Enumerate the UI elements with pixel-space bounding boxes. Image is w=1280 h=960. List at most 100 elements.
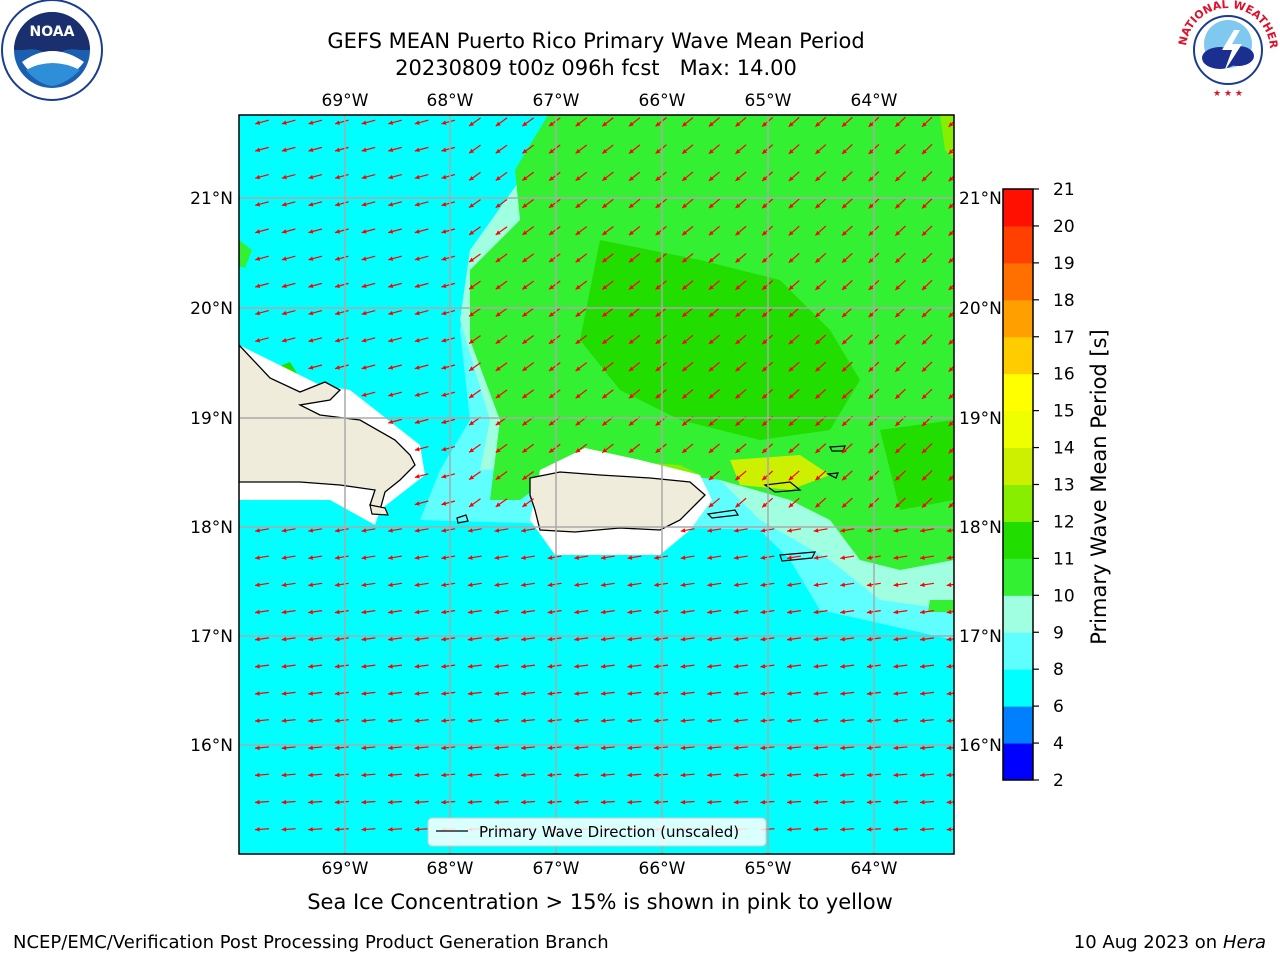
colorbar-segment	[1003, 743, 1033, 781]
wave-arrow	[655, 307, 667, 318]
wave-arrow	[628, 334, 641, 345]
wave-arrow	[521, 334, 535, 345]
colorbar-segment	[1003, 669, 1033, 707]
wave-arrow	[894, 497, 906, 509]
wave-arrow	[574, 664, 589, 669]
wave-arrow	[548, 117, 561, 127]
wave-arrow	[733, 636, 748, 642]
wave-arrow	[334, 664, 349, 669]
wave-arrow	[575, 362, 588, 372]
wave-arrow	[495, 307, 508, 317]
wave-arrow	[387, 609, 403, 615]
wave-arrow	[841, 443, 853, 454]
wave-arrow	[840, 528, 855, 533]
wave-arrow	[707, 528, 722, 533]
wave-arrow	[361, 772, 376, 778]
wave-arrow	[681, 171, 694, 182]
wave-arrow	[254, 691, 270, 696]
wave-arrow	[281, 310, 296, 316]
wave-arrow	[281, 691, 296, 696]
wave-arrow	[735, 198, 747, 209]
wave-arrow	[388, 337, 402, 343]
wave-arrow	[414, 119, 429, 125]
wave-arrow	[655, 198, 667, 209]
wave-arrow	[841, 361, 853, 372]
wave-arrow	[707, 555, 722, 560]
wave-arrow	[788, 116, 800, 128]
wave-arrow	[575, 443, 588, 454]
wave-arrow	[361, 337, 376, 343]
wave-arrow	[814, 171, 827, 182]
wave-arrow	[414, 337, 429, 343]
wave-arrow	[894, 470, 906, 481]
wave-arrow	[919, 718, 935, 723]
wave-arrow	[361, 555, 376, 560]
wave-arrow	[467, 691, 482, 696]
colorbar-segment	[1003, 484, 1033, 522]
wave-arrow	[813, 718, 828, 723]
wave-arrow	[601, 362, 614, 372]
wave-arrow	[680, 528, 695, 533]
wave-arrow	[388, 228, 402, 234]
wave-arrow	[521, 528, 535, 533]
wave-arrow	[467, 636, 482, 642]
colorbar-segment	[1003, 706, 1033, 744]
wave-arrow	[281, 174, 296, 180]
wave-arrow	[788, 334, 800, 345]
wave-arrow	[467, 609, 482, 615]
wave-arrow	[893, 582, 908, 588]
wave-arrow	[814, 225, 827, 236]
wave-arrow	[334, 691, 349, 696]
lon-label-bottom: 67°W	[533, 859, 580, 879]
wave-arrow	[334, 718, 349, 723]
wave-arrow	[894, 334, 906, 345]
wave-arrow	[548, 307, 561, 318]
wave-arrow	[600, 745, 615, 751]
wave-arrow	[813, 528, 828, 533]
wave-arrow	[520, 664, 536, 669]
wave-arrow	[388, 174, 402, 180]
wave-arrow	[680, 664, 695, 669]
lat-label-right: 16°N	[959, 736, 1002, 756]
wave-arrow	[893, 691, 908, 696]
wave-arrow	[548, 389, 561, 399]
wave-arrow	[441, 745, 456, 751]
wave-arrow	[575, 198, 588, 209]
lon-label-top: 67°W	[533, 91, 580, 111]
wave-arrow	[361, 228, 376, 234]
wave-arrow	[547, 636, 562, 642]
map-frame	[238, 114, 955, 855]
wave-arrow	[254, 745, 270, 751]
wave-arrow	[334, 364, 349, 370]
wave-arrow	[575, 307, 588, 318]
wave-arrow	[441, 446, 456, 452]
wave-arrow	[334, 337, 349, 343]
wave-arrow	[334, 255, 349, 261]
wave-arrow	[708, 144, 720, 155]
wave-arrow	[574, 691, 589, 696]
wave-arrow	[521, 389, 535, 399]
wave-arrow	[441, 528, 456, 533]
wave-arrow	[521, 280, 535, 290]
wave-arrow	[786, 664, 802, 669]
wave-arrow	[574, 555, 589, 560]
wave-arrow	[547, 799, 562, 805]
wave-arrow	[894, 361, 906, 373]
wave-arrow	[334, 799, 349, 805]
wave-arrow	[361, 364, 376, 370]
wave-arrow	[388, 418, 402, 425]
wave-arrow	[414, 146, 429, 153]
map-title: GEFS MEAN Puerto Rico Primary Wave Mean …	[327, 29, 865, 53]
wave-arrow	[308, 582, 323, 588]
wave-arrow	[627, 555, 642, 560]
wave-arrow	[521, 253, 535, 263]
wave-arrow	[813, 772, 828, 778]
wave-arrow	[708, 280, 720, 291]
wave-arrow	[255, 146, 269, 153]
wave-arrow	[468, 362, 481, 372]
wave-arrow	[308, 745, 323, 751]
wave-arrow	[600, 691, 615, 696]
wave-arrow	[788, 252, 800, 264]
wave-arrow	[919, 609, 935, 615]
